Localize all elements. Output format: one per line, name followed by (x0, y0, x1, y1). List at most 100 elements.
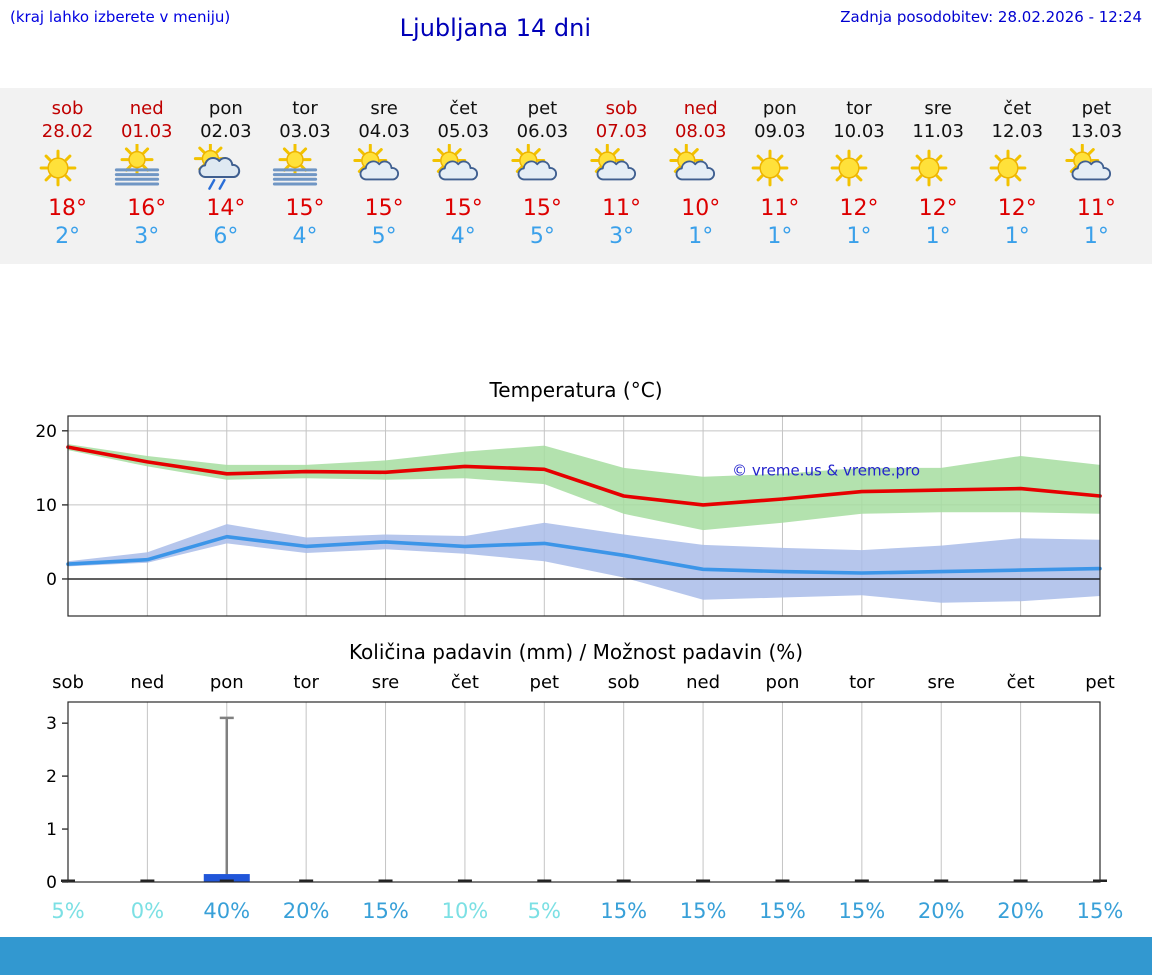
temp-max: 10° (681, 196, 721, 221)
forecast-day: sre 11.03 12° 1° (899, 98, 978, 250)
fog-weather-icon (107, 144, 186, 194)
partly-weather-icon (661, 144, 740, 194)
footer-bar (0, 937, 1152, 975)
day-date: 09.03 (754, 121, 806, 142)
day-name: pon (762, 98, 797, 119)
svg-text:20%: 20% (918, 899, 965, 923)
temp-max: 15° (285, 196, 325, 221)
forecast-day: pet 13.03 11° 1° (1057, 98, 1136, 250)
day-name: tor (846, 98, 872, 119)
forecast-day: sob 07.03 11° 3° (582, 98, 661, 250)
day-name: tor (292, 98, 318, 119)
svg-text:ned: ned (130, 672, 164, 693)
svg-text:20%: 20% (997, 899, 1044, 923)
forecast-day: čet 05.03 15° 4° (424, 98, 503, 250)
svg-text:2: 2 (46, 767, 57, 787)
day-name: sob (51, 98, 84, 119)
partly-weather-icon (503, 144, 582, 194)
day-date: 12.03 (991, 121, 1044, 142)
svg-text:3: 3 (46, 714, 57, 734)
day-date: 10.03 (833, 121, 885, 142)
location-menu-hint: (kraj lahko izberete v meniju) (10, 8, 231, 26)
temp-min: 5° (529, 224, 555, 249)
day-name: pet (1081, 98, 1112, 119)
svg-text:sob: sob (52, 672, 84, 693)
day-date: 05.03 (437, 121, 490, 142)
svg-text:10: 10 (35, 496, 57, 516)
temp-min: 1° (846, 224, 872, 249)
temp-max: 12° (918, 196, 958, 221)
temp-min: 2° (55, 224, 81, 249)
day-date: 07.03 (595, 121, 648, 142)
temp-min: 4° (450, 224, 476, 249)
page-title: Ljubljana 14 dni (399, 14, 592, 42)
temperature-chart-title: Temperatura (°C) (489, 378, 663, 402)
partly-weather-icon (424, 144, 503, 194)
sunny-weather-icon (740, 144, 819, 194)
day-name: ned (683, 98, 718, 119)
day-date: 13.03 (1070, 121, 1123, 142)
svg-text:tor: tor (849, 672, 875, 693)
partly-weather-icon (582, 144, 661, 194)
svg-text:čet: čet (451, 672, 479, 693)
forecast-day: sre 04.03 15° 5° (345, 98, 424, 250)
day-date: 02.03 (200, 121, 252, 142)
day-name: čet (1003, 98, 1032, 119)
day-date: 08.03 (674, 121, 727, 142)
forecast-day: tor 10.03 12° 1° (819, 98, 898, 250)
day-name: pet (527, 98, 558, 119)
temp-max: 11° (602, 196, 642, 221)
partly-weather-icon (1057, 144, 1136, 194)
svg-text:pon: pon (766, 672, 800, 693)
svg-text:15%: 15% (362, 899, 409, 923)
day-date: 06.03 (516, 121, 569, 142)
temp-max: 12° (997, 196, 1037, 221)
rain-weather-icon (186, 144, 265, 194)
svg-text:1: 1 (46, 820, 57, 840)
temp-min: 1° (1083, 224, 1109, 249)
day-date: 01.03 (120, 121, 173, 142)
precipitation-chart: sob ned pon tor sre čet pet sob ned pon tor sre čet p… (46, 672, 1124, 923)
partly-weather-icon (345, 144, 424, 194)
temp-min: 1° (1004, 224, 1030, 249)
svg-text:čet: čet (1007, 672, 1035, 693)
forecast-day: pon 09.03 11° 1° (740, 98, 819, 250)
temp-max: 18° (48, 196, 88, 221)
temp-min: 5° (371, 224, 397, 249)
precipitation-chart-title: Količina padavin (mm) / Možnost padavin … (348, 640, 804, 664)
sunny-weather-icon (899, 144, 978, 194)
forecast-day: sob 28.02 18° 2° (28, 98, 107, 250)
temperature-chart: 0 10 20 © vreme.us & vreme.pro (35, 415, 1102, 617)
svg-text:20%: 20% (283, 899, 330, 923)
sunny-weather-icon (819, 144, 898, 194)
temp-min: 6° (213, 224, 239, 249)
svg-text:40%: 40% (203, 899, 250, 923)
temp-max: 15° (443, 196, 483, 221)
temp-min: 1° (925, 224, 951, 249)
sunny-weather-icon (28, 144, 107, 194)
svg-text:0: 0 (46, 570, 57, 590)
svg-text:10%: 10% (442, 899, 489, 923)
svg-text:15%: 15% (1077, 899, 1124, 923)
temp-max: 15° (364, 196, 404, 221)
temp-max: 11° (1076, 196, 1116, 221)
forecast-day: pon 02.03 14° 6° (186, 98, 265, 250)
forecast-day: ned 01.03 16° 3° (107, 98, 186, 250)
day-name: sre (924, 98, 952, 119)
sunny-weather-icon (978, 144, 1057, 194)
temp-max: 16° (127, 196, 167, 221)
svg-text:sob: sob (608, 672, 640, 693)
day-name: pon (208, 98, 243, 119)
last-update-timestamp: Zadnja posodobitev: 28.02.2026 - 12:24 (840, 8, 1142, 26)
svg-text:pet: pet (530, 672, 560, 693)
temp-min: 3° (609, 224, 635, 249)
forecast-day: pet 06.03 15° 5° (503, 98, 582, 250)
svg-text:15%: 15% (680, 899, 727, 923)
temp-min: 3° (134, 224, 160, 249)
svg-text:© vreme.us & vreme.pro: © vreme.us & vreme.pro (732, 461, 920, 479)
svg-text:5%: 5% (51, 899, 84, 923)
temp-min: 1° (688, 224, 714, 249)
day-name: sob (605, 98, 638, 119)
temp-max: 14° (206, 196, 246, 221)
svg-text:15%: 15% (600, 899, 647, 923)
